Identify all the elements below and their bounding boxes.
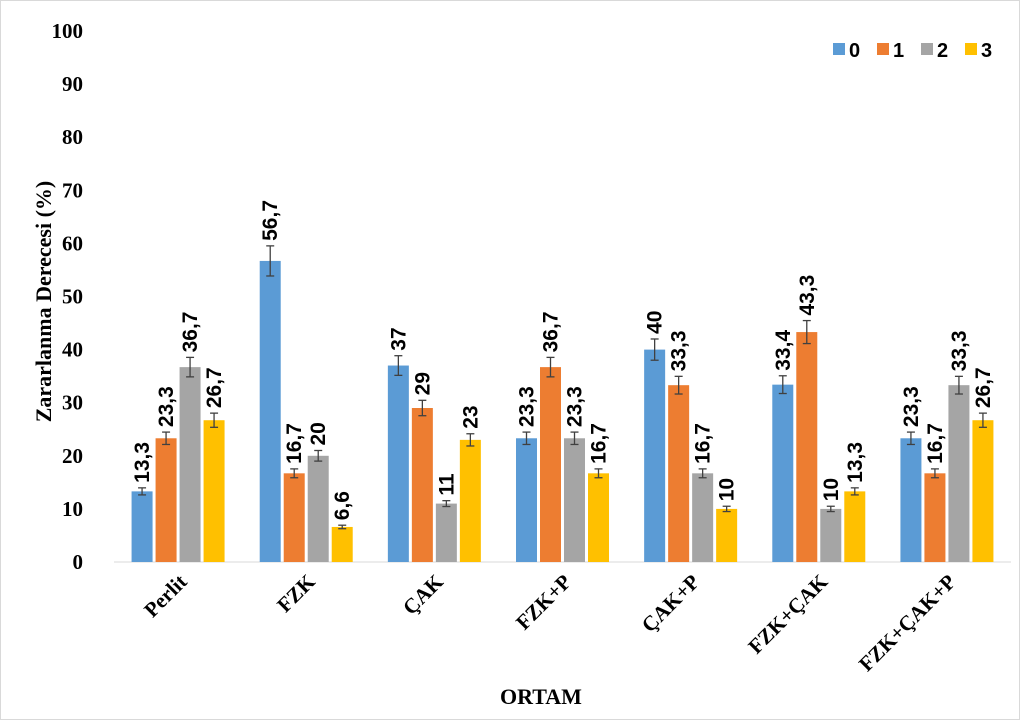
bars-group (131, 260, 994, 562)
bar (259, 260, 281, 562)
y-tick-label: 0 (73, 550, 84, 574)
legend-label: 0 (849, 40, 860, 62)
bar (411, 408, 433, 562)
y-tick-label: 50 (62, 285, 83, 309)
y-tick-label: 20 (62, 444, 83, 468)
bar (644, 349, 666, 562)
bar (283, 473, 305, 562)
bar (716, 508, 738, 562)
bar (772, 384, 794, 562)
legend-label: 2 (937, 40, 948, 62)
legend-swatch (965, 43, 977, 55)
data-label: 23,3 (155, 386, 178, 427)
bar (331, 526, 353, 562)
data-label: 29 (411, 372, 434, 395)
bar (387, 365, 409, 562)
bar (900, 438, 922, 562)
category-label: FZK+P (511, 569, 576, 634)
bar (668, 385, 690, 562)
data-label: 10 (820, 478, 843, 501)
y-tick-label: 30 (62, 391, 83, 415)
bar (924, 473, 946, 562)
data-label: 36,7 (179, 312, 202, 353)
legend-swatch (877, 43, 889, 55)
bar (459, 439, 481, 562)
data-label: 16,7 (283, 423, 306, 464)
bar (972, 420, 994, 562)
x-axis-title: ORTAM (500, 684, 582, 709)
data-label: 16,7 (692, 423, 715, 464)
bar (307, 455, 329, 562)
category-label: ÇAK+P (637, 569, 705, 637)
y-tick-label: 70 (62, 178, 83, 202)
error-bars-group (138, 245, 987, 530)
category-label: ÇAK (398, 569, 448, 619)
data-label: 56,7 (259, 200, 282, 241)
x-axis-categories: Perlit FZK ÇAK FZK+P ÇAK+P FZK+ÇAK FZK+ÇAK+P (139, 569, 960, 676)
y-tick-label: 10 (62, 497, 83, 521)
data-label: 10 (716, 478, 739, 501)
category-label: FZK+ÇAK+P (854, 569, 961, 676)
legend-label: 1 (893, 40, 904, 62)
data-label: 23 (459, 405, 482, 428)
bar (435, 503, 457, 562)
bar (516, 438, 537, 562)
bar (540, 367, 561, 562)
y-tick-label: 80 (62, 125, 83, 149)
data-label: 13,3 (844, 442, 867, 483)
bar (155, 438, 177, 562)
data-label: 23,3 (564, 386, 587, 427)
data-label: 33,3 (948, 330, 971, 371)
bar (692, 473, 714, 562)
category-label: Perlit (139, 570, 191, 622)
data-label: 23,3 (900, 386, 923, 427)
data-label: 6,6 (331, 491, 354, 520)
bar (844, 491, 866, 562)
data-label: 11 (435, 473, 458, 496)
data-label: 36,7 (540, 312, 563, 353)
category-label: FZK (272, 569, 320, 617)
legend: 0 1 2 3 (833, 40, 992, 62)
bar (948, 385, 970, 562)
data-label: 37 (387, 327, 410, 350)
data-label: 13,3 (131, 442, 154, 483)
legend-label: 3 (981, 40, 992, 62)
bar (796, 332, 818, 562)
data-label: 26,7 (972, 367, 995, 408)
y-tick-label: 100 (52, 19, 84, 43)
data-label: 40 (644, 311, 667, 334)
bar (820, 508, 842, 562)
bar (131, 491, 153, 562)
legend-swatch (921, 43, 933, 55)
y-tick-label: 40 (62, 338, 83, 362)
data-label: 33,3 (668, 330, 691, 371)
y-tick-label: 90 (62, 72, 83, 96)
data-label: 23,3 (516, 386, 539, 427)
data-label: 43,3 (796, 275, 819, 316)
category-label: FZK+ÇAK (743, 569, 832, 658)
y-axis-ticks: 0 10 20 30 40 50 60 70 80 90 100 (52, 19, 84, 574)
bar (179, 367, 201, 562)
bar (564, 438, 585, 562)
data-label: 33,4 (772, 330, 795, 371)
data-label: 20 (307, 422, 330, 445)
y-tick-label: 60 (62, 231, 83, 255)
data-label: 26,7 (203, 367, 226, 408)
bar (588, 473, 609, 562)
legend-swatch (833, 43, 845, 55)
data-label: 16,7 (588, 423, 611, 464)
y-axis-title: Zararlanma Derecesi (%) (31, 181, 56, 423)
data-label: 16,7 (924, 423, 947, 464)
bar (203, 420, 225, 562)
